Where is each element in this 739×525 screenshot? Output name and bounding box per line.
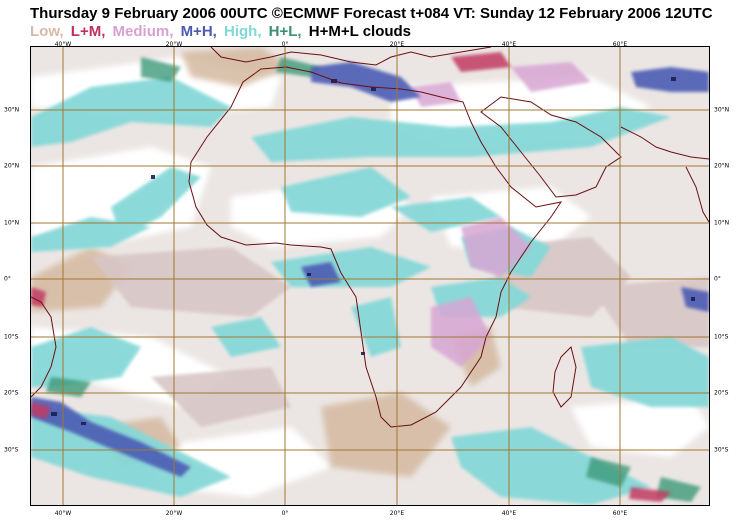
lat-tick-left-0: 0° (4, 275, 11, 283)
legend-all-clouds: H+M+L clouds (308, 23, 412, 40)
lat-tick-right-20n: 20°N (714, 162, 730, 170)
lat-tick-right-10s: 10°S (714, 333, 729, 341)
arabia-coastline (480, 96, 622, 198)
medium-high-clouds (31, 62, 709, 477)
medium-clouds (411, 62, 591, 367)
lat-tick-left-20n: 20°N (4, 162, 20, 170)
lat-tick-right-0: 0° (714, 275, 721, 283)
cloud-cover-map (30, 46, 710, 506)
lon-tick-top-20w: 20°W (165, 41, 183, 48)
legend-low: Low, (30, 23, 64, 40)
low-medium-clouds (31, 52, 671, 502)
all-layer-clouds (51, 77, 695, 425)
legend-medium: Medium, (112, 23, 174, 40)
lon-tick-bottom-0: 0° (281, 510, 289, 517)
south-america-coastline (31, 296, 57, 398)
cloud-field (31, 47, 709, 505)
map-canvas (31, 47, 709, 505)
lat-tick-left-10s: 10°S (4, 333, 19, 341)
lat-tick-left-30s: 30°S (4, 446, 19, 454)
legend-high: High, (224, 23, 262, 40)
legend-low-medium: L+M, (70, 23, 106, 40)
legend-medium-high: M+H, (180, 23, 217, 40)
lat-tick-right-30s: 30°S (714, 446, 729, 454)
lat-tick-right-20s: 20°S (714, 389, 729, 397)
lon-tick-top-40w: 40°W (54, 41, 72, 48)
lat-tick-right-10n: 10°N (714, 219, 730, 227)
graticule (31, 47, 709, 505)
lon-tick-top-40e: 40°E (501, 41, 517, 48)
lon-tick-bottom-40w: 40°W (54, 510, 72, 517)
gulf-coastline (620, 126, 709, 160)
europe-coastline (210, 47, 492, 66)
lat-tick-left-20s: 20°S (4, 389, 19, 397)
chart-title: Thursday 9 February 2006 00UTC ©ECMWF Fo… (30, 5, 713, 22)
lon-tick-bottom-60e: 60°E (612, 510, 628, 517)
lon-tick-top-60e: 60°E (612, 41, 628, 48)
lon-tick-bottom-20e: 20°E (389, 510, 405, 517)
lat-tick-right-30n: 30°N (714, 106, 730, 114)
lat-tick-left-30n: 30°N (4, 106, 20, 114)
lon-tick-top-0: 0° (281, 41, 289, 48)
cloud-legend: Low, L+M, Medium, M+H, High, H+L, H+M+L … (30, 23, 414, 40)
madagascar-coastline (552, 346, 577, 408)
lon-tick-bottom-40e: 40°E (501, 510, 517, 517)
lon-tick-bottom-20w: 20°W (165, 510, 183, 517)
legend-high-low: H+L, (268, 23, 302, 40)
lat-tick-left-10n: 10°N (4, 219, 20, 227)
africa-coastline (188, 66, 563, 428)
coastlines (31, 47, 709, 428)
india-coastline (685, 166, 709, 223)
lon-tick-top-20e: 20°E (389, 41, 405, 48)
